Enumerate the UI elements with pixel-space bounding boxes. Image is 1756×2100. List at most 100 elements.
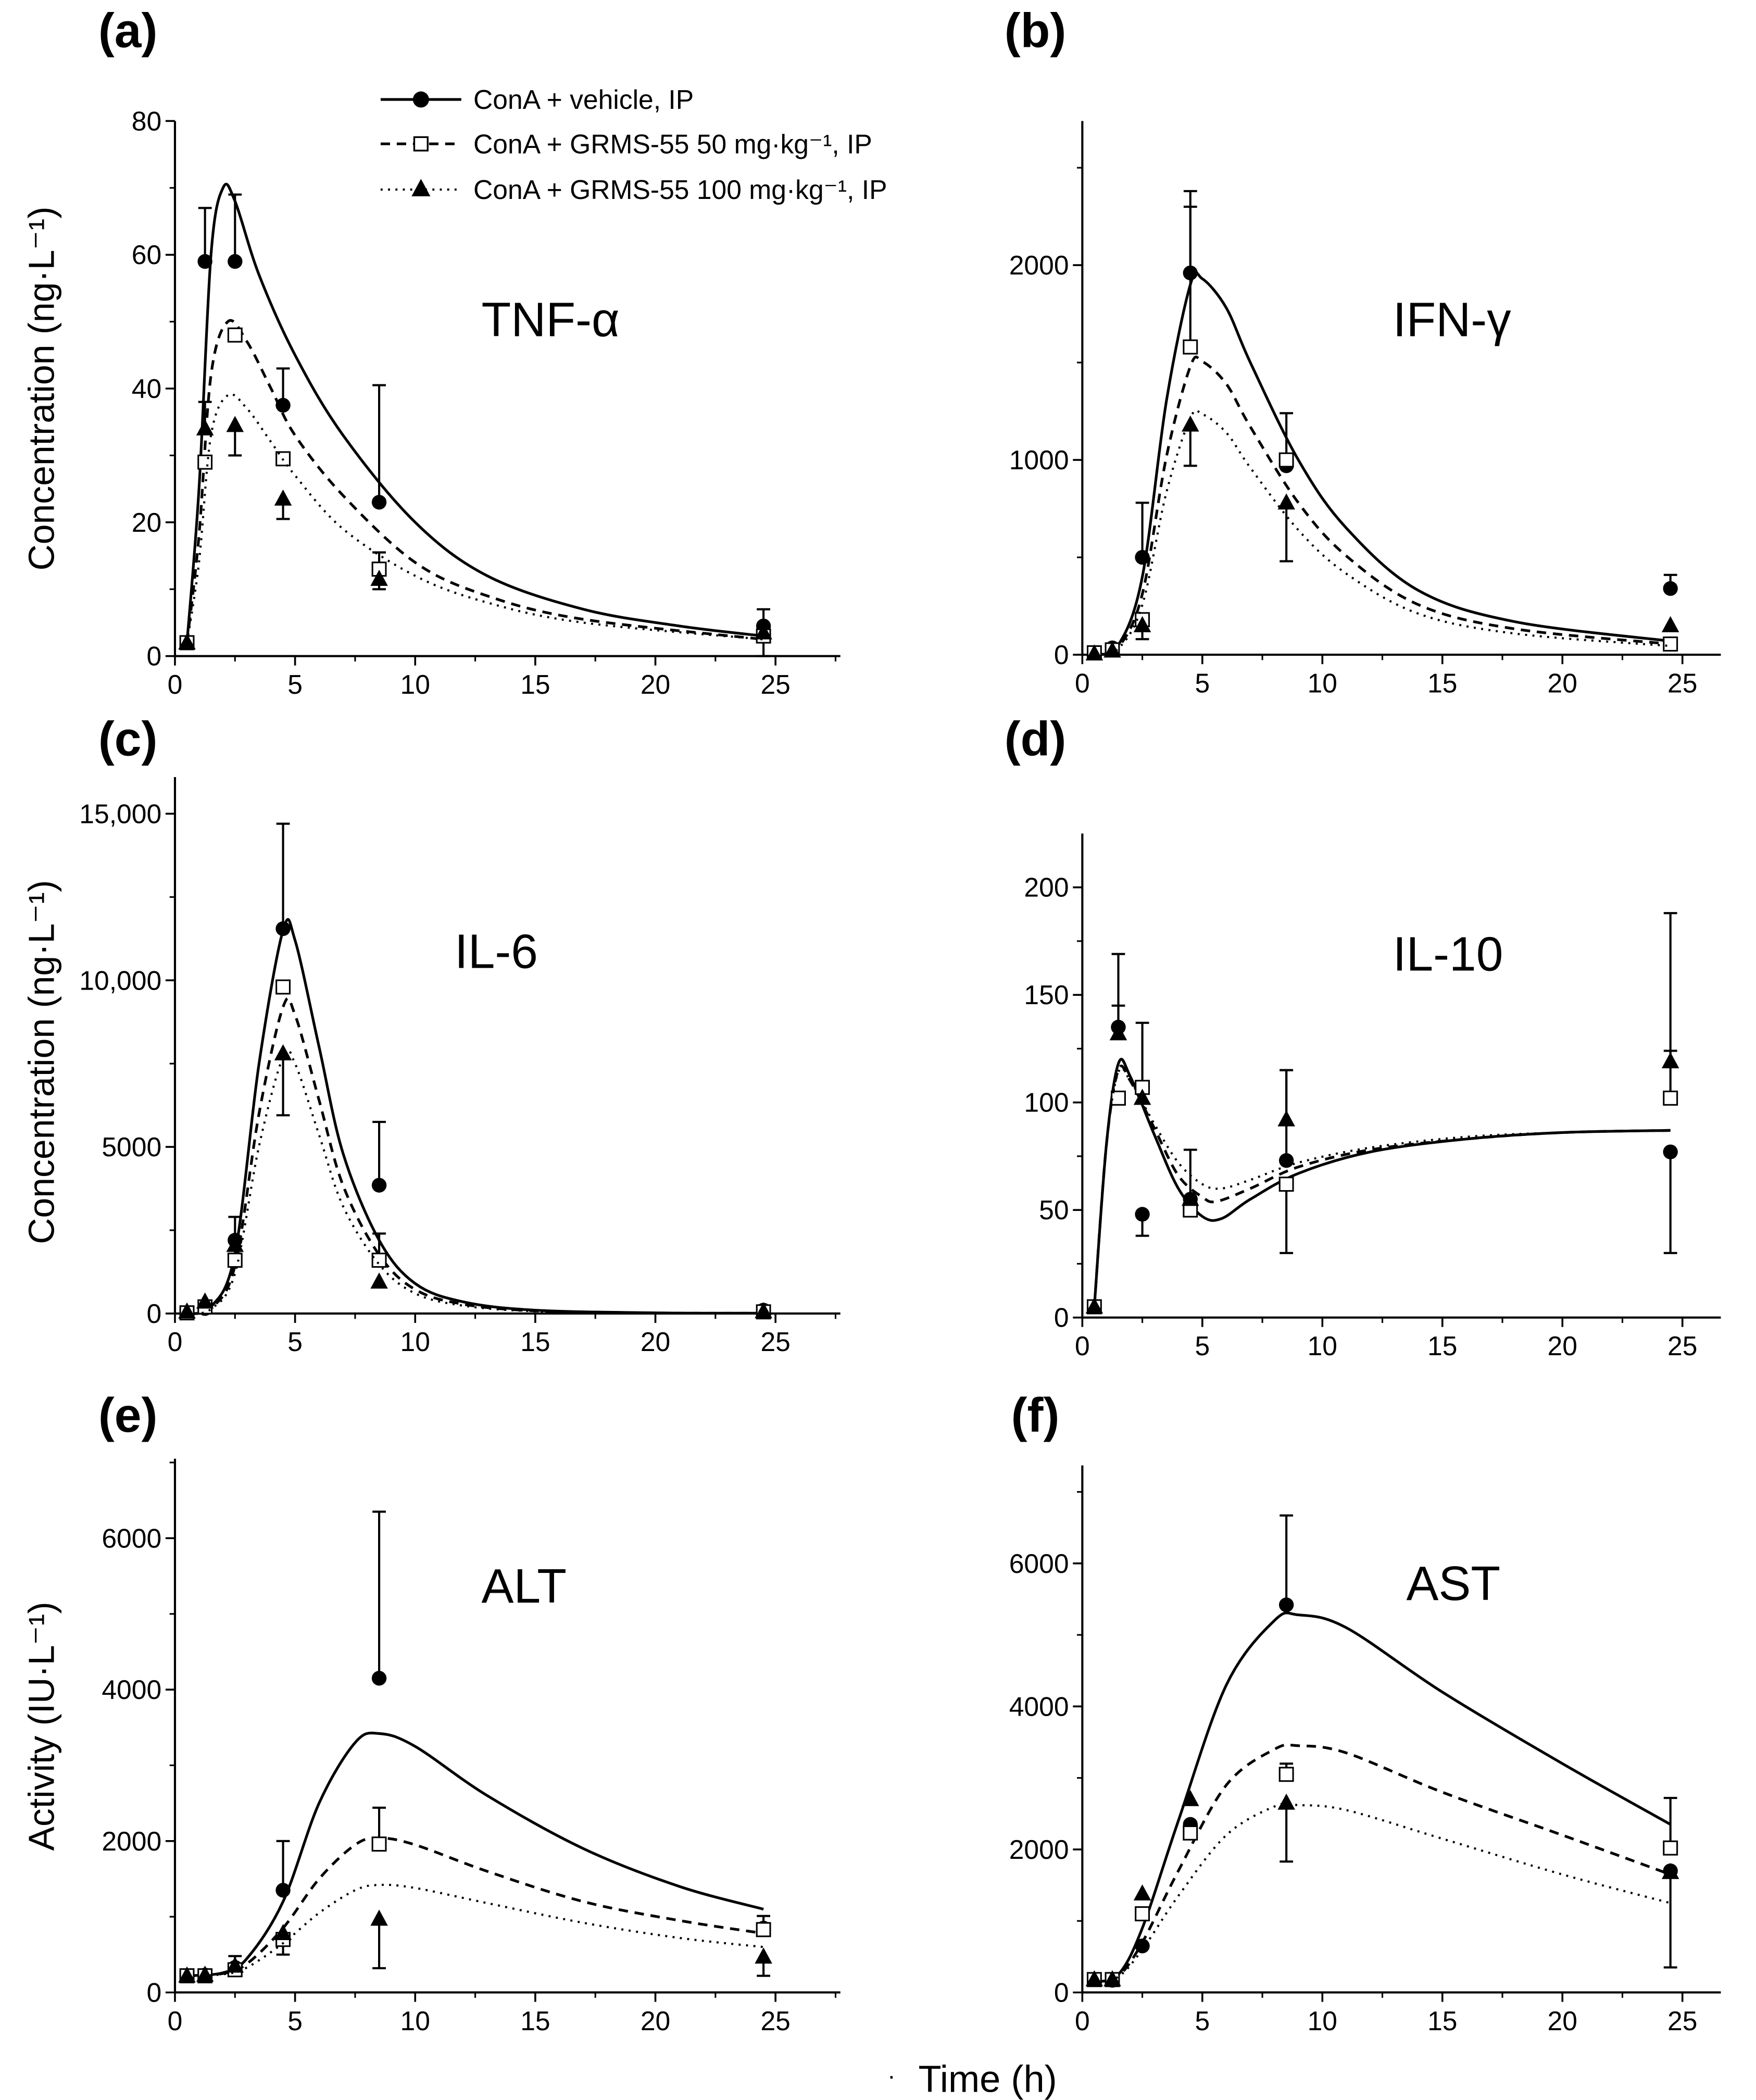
fit-curve bbox=[186, 1731, 764, 1978]
data-point-triangle bbox=[755, 623, 772, 640]
x-tick-label: 25 bbox=[1667, 668, 1697, 698]
stray-mark: · bbox=[887, 2062, 895, 2089]
data-point-triangle bbox=[196, 1965, 214, 1982]
panel-letter: (e) bbox=[98, 1388, 158, 1442]
data-point-triangle bbox=[1133, 616, 1151, 632]
x-tick-label: 25 bbox=[1667, 2006, 1697, 2036]
data-point-circle bbox=[371, 495, 387, 510]
data-point-square bbox=[371, 1836, 387, 1852]
x-tick-label: 15 bbox=[520, 1327, 550, 1357]
panel-letter: (f) bbox=[1011, 1388, 1060, 1442]
legend: ConA + vehicle, IP ConA + GRMS-55 50 mg·… bbox=[380, 84, 887, 205]
x-tick-label: 20 bbox=[641, 2006, 670, 2036]
series-vehicle bbox=[179, 822, 771, 1320]
data-point-triangle bbox=[1103, 1970, 1121, 1986]
fit-curve bbox=[1093, 1065, 1671, 1307]
y-tick-label: 0 bbox=[1054, 640, 1069, 670]
series-50mg bbox=[1086, 205, 1678, 660]
data-point-circle bbox=[228, 254, 243, 269]
data-point-triangle bbox=[370, 1272, 388, 1289]
data-point-circle bbox=[371, 1671, 387, 1686]
fit-curve bbox=[1094, 409, 1671, 656]
x-tick-label: 15 bbox=[1427, 2006, 1457, 2036]
data-point-triangle bbox=[1085, 644, 1103, 661]
y-tick-label: 60 bbox=[132, 240, 161, 270]
legend-marker-square bbox=[413, 136, 429, 152]
x-tick-label: 10 bbox=[1308, 2006, 1337, 2036]
data-point-triangle bbox=[1133, 1884, 1151, 1901]
data-point-square bbox=[1111, 1090, 1126, 1106]
fit-curve bbox=[186, 996, 764, 1315]
data-point-circle bbox=[1135, 1939, 1150, 1954]
y-tick-label: 0 bbox=[146, 1298, 161, 1329]
data-point-circle bbox=[275, 397, 291, 413]
x-tick-label: 25 bbox=[760, 669, 790, 699]
y-tick-label: 200 bbox=[1024, 872, 1069, 903]
y-tick-label: 0 bbox=[1054, 1978, 1069, 2008]
series-100mg bbox=[1085, 1790, 1679, 1986]
data-point-square bbox=[1135, 1906, 1150, 1921]
panel-d: 0 5 10 15 20 25 0 50 100 150 200 (d) IL-10 bbox=[1005, 712, 1721, 1361]
data-point-circle bbox=[1135, 1207, 1150, 1222]
data-point-circle bbox=[275, 921, 291, 936]
series-vehicle bbox=[179, 183, 771, 651]
data-point-triangle bbox=[226, 416, 244, 432]
x-tick-label: 0 bbox=[168, 2006, 183, 2036]
data-point-triangle bbox=[1182, 415, 1199, 432]
panel-letter: (d) bbox=[1005, 712, 1067, 766]
y-tick-label: 2000 bbox=[1009, 250, 1069, 280]
fit-curve bbox=[186, 1836, 764, 1978]
data-point-square bbox=[275, 979, 291, 995]
series-100mg bbox=[178, 1044, 772, 1319]
data-point-square bbox=[756, 1922, 771, 1938]
data-point-triangle bbox=[226, 1235, 244, 1252]
data-point-triangle bbox=[370, 569, 388, 586]
x-tick-label: 10 bbox=[400, 1327, 430, 1357]
series-100mg bbox=[1085, 1004, 1679, 1314]
x-tick-label: 5 bbox=[1195, 1331, 1210, 1361]
x-tick-label: 5 bbox=[1195, 2006, 1210, 2036]
series-vehicle bbox=[1087, 1514, 1678, 1988]
panel-letter: (a) bbox=[98, 3, 158, 57]
x-tick-label: 20 bbox=[1548, 668, 1577, 698]
data-point-triangle bbox=[1182, 1790, 1199, 1806]
panel-title: IL-6 bbox=[455, 924, 538, 979]
data-point-triangle bbox=[1103, 641, 1121, 658]
y-tick-label: 4000 bbox=[102, 1674, 161, 1705]
data-point-square bbox=[1183, 339, 1198, 355]
data-point-circle bbox=[1663, 581, 1678, 596]
y-tick-label: 80 bbox=[132, 106, 161, 136]
y-tick-label: 40 bbox=[132, 373, 161, 404]
data-point-square bbox=[1663, 636, 1678, 652]
fit-curve bbox=[186, 1048, 764, 1315]
y-tick-label: 0 bbox=[146, 1978, 161, 2008]
data-point-square bbox=[1183, 1825, 1198, 1841]
series-vehicle bbox=[1087, 953, 1678, 1315]
data-point-triangle bbox=[178, 1302, 196, 1319]
x-tick-label: 25 bbox=[760, 1327, 790, 1357]
fit-curve bbox=[185, 319, 764, 643]
y-tick-label: 5000 bbox=[102, 1132, 161, 1162]
series-50mg bbox=[1086, 912, 1678, 1315]
fit-curve bbox=[1093, 1067, 1671, 1307]
x-tick-label: 10 bbox=[400, 669, 430, 699]
fit-curve bbox=[1093, 1058, 1671, 1307]
x-tick-label: 5 bbox=[287, 669, 303, 699]
data-point-triangle bbox=[274, 489, 292, 506]
y-tick-label: 10,000 bbox=[79, 965, 161, 995]
x-tick-label: 25 bbox=[760, 2006, 790, 2036]
legend-marker-circle bbox=[412, 91, 429, 108]
series-50mg bbox=[179, 1806, 771, 1983]
x-axis-label: Time (h) bbox=[918, 2059, 1057, 2100]
data-point-triangle bbox=[1109, 1024, 1127, 1041]
fit-curve bbox=[185, 393, 764, 643]
data-point-square bbox=[371, 1253, 387, 1268]
data-point-square bbox=[1278, 1177, 1294, 1192]
panel-title: AST bbox=[1406, 1556, 1500, 1610]
legend-label-100mg: ConA + GRMS-55 100 mg·kg⁻¹, IP bbox=[473, 174, 887, 205]
data-point-triangle bbox=[1661, 1052, 1679, 1069]
data-point-circle bbox=[371, 1178, 387, 1193]
x-tick-label: 10 bbox=[1308, 1331, 1337, 1361]
panel-title: ALT bbox=[482, 1559, 567, 1613]
